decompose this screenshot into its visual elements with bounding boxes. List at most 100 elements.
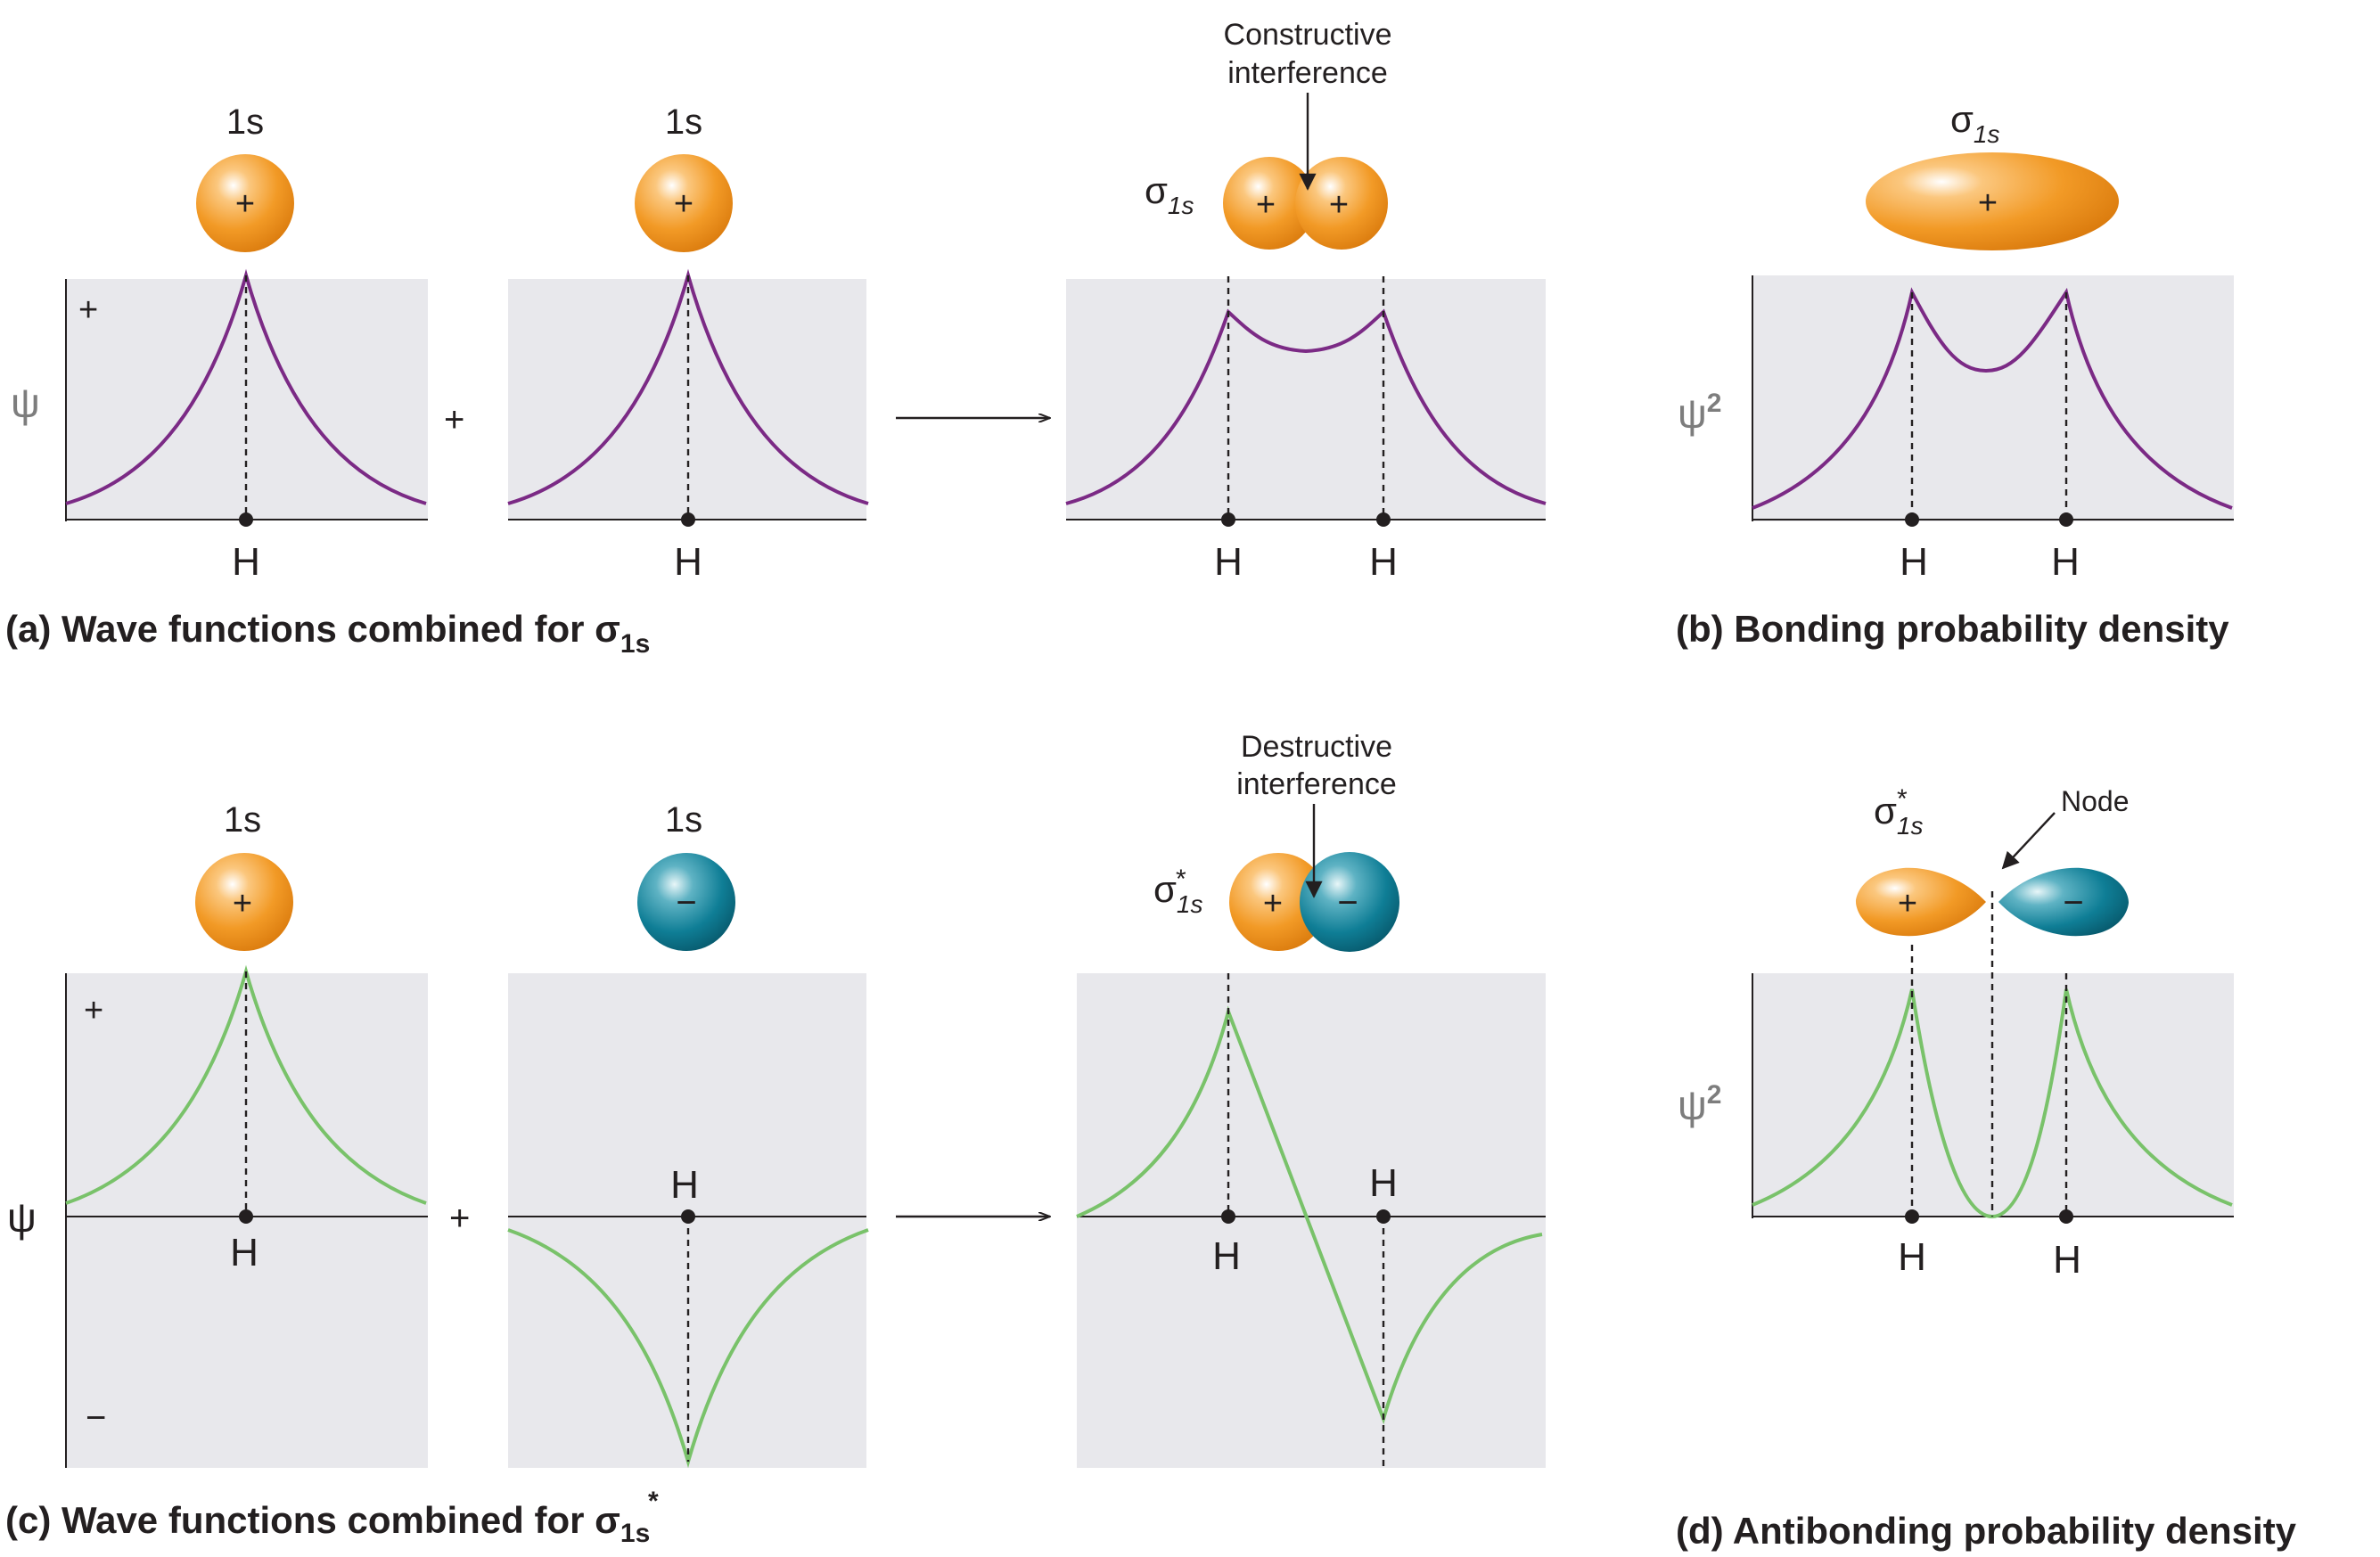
destructive-annotation: Destructive interference (1236, 730, 1397, 898)
caption-b: (b) Bonding probability density (1676, 608, 2229, 650)
star-mark: * (1897, 784, 1908, 814)
positive-sign-a: + (78, 291, 98, 329)
nucleus-label: H (674, 540, 702, 584)
nucleus-dot (681, 512, 695, 527)
lobe-sign: − (1337, 883, 1358, 922)
constructive-annotation: Constructive interference (1224, 18, 1392, 191)
nucleus-dot (1376, 512, 1391, 527)
nucleus-label: H (1369, 1161, 1398, 1205)
negative-teardrop-lobe (1998, 867, 2129, 937)
orbital-1s-positive-c: 1s + (195, 800, 293, 951)
negative-lobe (637, 853, 735, 951)
orbital-1s-negative-c: 1s − (637, 800, 735, 951)
node-label: Node (2061, 785, 2130, 817)
nucleus-dot (1905, 512, 1919, 527)
bonding-wavefunction-a (1065, 308, 1547, 505)
negative-sign-c: − (86, 1398, 106, 1438)
sigma-label: σ1s (1950, 98, 2000, 148)
psi-squared-label-b: ψ2 (1678, 389, 1721, 437)
plus-operator-c: + (449, 1199, 470, 1238)
plot-bg-c (66, 973, 1546, 1468)
gap-a1 (428, 279, 508, 521)
nucleus-label: H (230, 1231, 259, 1274)
nucleus-label: H (1369, 540, 1398, 584)
nucleus-label: H (2051, 540, 2080, 584)
lobe-sign: + (674, 185, 693, 223)
orbital-label: 1s (665, 800, 702, 840)
bonding-density-curve (1752, 287, 2233, 510)
nucleus-dot (239, 512, 253, 527)
positive-lobe (195, 853, 293, 951)
orbital-label: 1s (224, 800, 261, 840)
plus-operator-a: + (444, 400, 464, 439)
lobe-sign: − (2063, 883, 2083, 922)
positive-lobe (1229, 853, 1327, 951)
antibonding-wavefunction-c (1076, 1005, 1543, 1425)
node-arrow (2001, 812, 2056, 870)
plot-bg-b (1752, 275, 2234, 521)
nucleus-dot (239, 1209, 253, 1224)
lobe-sign: + (1978, 184, 1998, 222)
nucleus-dot (681, 1209, 695, 1224)
orbital-sigma-star-c: σ1s * + − (1153, 852, 1399, 952)
lobe-sign: + (1329, 186, 1349, 224)
positive-lobe (1295, 157, 1388, 250)
nucleus-dot (1221, 512, 1235, 527)
panel-c: ψ + − + H H H H 1s + 1s − σ1s * (5, 730, 1546, 1548)
plot-bg-d (1752, 973, 2234, 1217)
plot-bg-a (66, 279, 1546, 520)
orbital-1s-left-a: 1s + (196, 102, 294, 252)
sigma-label: σ1s (1145, 169, 1194, 219)
bonding-orbital-b: σ1s + (1866, 98, 2119, 250)
antibonding-orbital-d: σ1s * + − (1856, 784, 2129, 937)
gap-a2 (866, 279, 1066, 521)
nucleus-dot (1221, 1209, 1235, 1224)
orbital-label: 1s (226, 102, 264, 142)
positive-sign-c: + (84, 992, 103, 1029)
sigma-star-label: σ1s (1153, 868, 1203, 918)
orbital-sigma-1s-a: σ1s + + (1145, 157, 1388, 250)
psi-label-a: ψ (11, 380, 40, 426)
positive-lobe (196, 154, 294, 252)
caption-c: (c) Wave functions combined for σ1s (5, 1499, 650, 1548)
nucleus-dot (2059, 512, 2073, 527)
negative-lobe (1300, 852, 1399, 952)
annotation-line: interference (1236, 767, 1397, 801)
lobe-sign: + (235, 185, 255, 223)
nucleus-dot (1376, 1209, 1391, 1224)
orbital-label: 1s (665, 102, 702, 142)
node-annotation: Node (2001, 785, 2130, 870)
nucleus-label: H (1212, 1234, 1241, 1278)
positive-lobe (635, 154, 733, 252)
lobe-sign: + (1898, 885, 1917, 922)
bonding-lobe (1866, 152, 2119, 250)
positive-lobe (1223, 157, 1316, 250)
psi-label-c: ψ (7, 1194, 37, 1241)
star-mark: * (1176, 865, 1186, 894)
orbital-1s-right-a: 1s + (635, 102, 733, 252)
lobe-sign: + (1263, 885, 1283, 922)
sigma-star-label: σ1s (1874, 790, 1924, 840)
gap-c1 (428, 973, 508, 1470)
annotation-line: Constructive (1224, 18, 1392, 52)
nucleus-label: H (1900, 540, 1928, 584)
panel-b: ψ2 H H σ1s + (b) Bonding probability den… (1676, 98, 2234, 650)
positive-teardrop-lobe (1856, 867, 1986, 937)
nucleus-dot (1905, 1209, 1919, 1224)
nucleus-label: H (1898, 1235, 1926, 1279)
nucleus-dot (2059, 1209, 2073, 1224)
annotation-line: Destructive (1241, 730, 1392, 764)
caption-d: (d) Antibonding probability density (1676, 1510, 2297, 1552)
nucleus-label: H (2053, 1238, 2081, 1282)
annotation-line: interference (1227, 56, 1388, 90)
lobe-sign: − (676, 883, 696, 922)
nucleus-label: H (232, 540, 260, 584)
panel-d: ψ2 H H σ1s * + − Node (d) Antibonding pr… (1676, 784, 2297, 1552)
gap-c2 (866, 973, 1077, 1470)
nucleus-label: H (1214, 540, 1243, 584)
panel-a: ψ + + H H H H 1s + 1s + σ1s (5, 18, 1547, 659)
caption-a: (a) Wave functions combined for σ1s (5, 608, 650, 659)
lobe-sign: + (1256, 186, 1276, 224)
psi-squared-label-d: ψ2 (1678, 1080, 1721, 1128)
